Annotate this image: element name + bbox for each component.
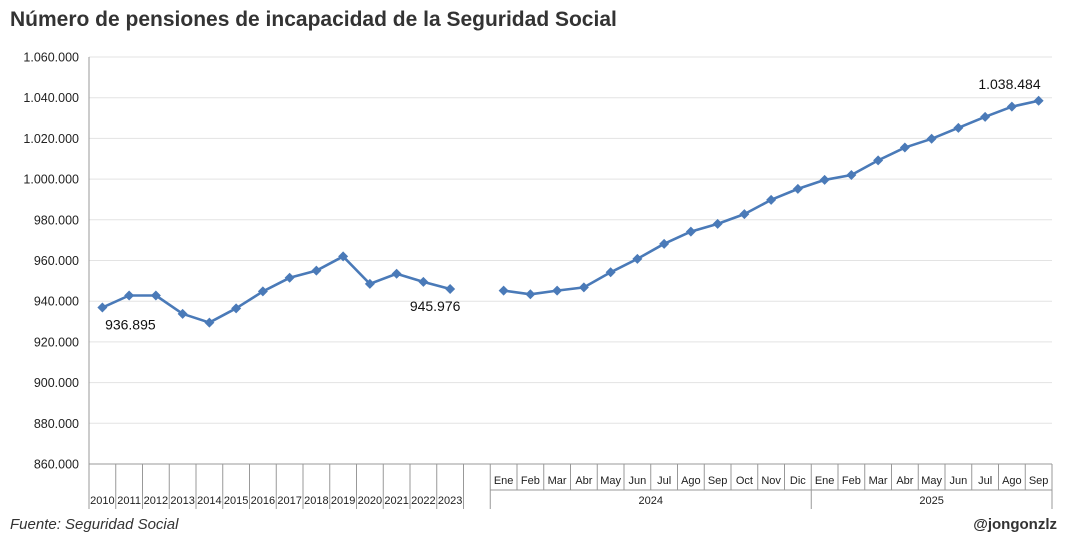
y-tick-label: 1.000.000 xyxy=(23,173,79,187)
data-point xyxy=(578,282,589,293)
y-tick-label: 980.000 xyxy=(34,213,79,227)
x-tick-label: Sep xyxy=(708,475,728,487)
x-tick-label: Dic xyxy=(790,475,806,487)
data-point xyxy=(284,272,295,283)
x-tick-label: 2020 xyxy=(358,495,382,507)
data-point xyxy=(766,194,777,205)
y-tick-label: 880.000 xyxy=(34,417,79,431)
data-point xyxy=(498,285,509,296)
y-tick-label: 920.000 xyxy=(34,335,79,349)
data-point xyxy=(204,317,215,328)
x-tick-label: Jun xyxy=(629,475,647,487)
author-credit: @jongonzlz xyxy=(973,516,1057,533)
data-point xyxy=(685,226,696,237)
data-point xyxy=(659,238,670,249)
series-line xyxy=(101,255,451,324)
data-label: 1.038.484 xyxy=(978,76,1040,92)
x-tick-label: Ago xyxy=(681,475,701,487)
x-tick-label: 2013 xyxy=(170,495,194,507)
y-tick-label: 960.000 xyxy=(34,254,79,268)
x-tick-label: 2019 xyxy=(331,495,355,507)
y-tick-label: 860.000 xyxy=(34,458,79,472)
x-tick-label: Sep xyxy=(1029,475,1049,487)
data-point xyxy=(257,286,268,297)
x-tick-label: Mar xyxy=(548,475,567,487)
x-tick-label: 2015 xyxy=(224,495,248,507)
data-point xyxy=(873,155,884,166)
data-point xyxy=(632,253,643,264)
x-tick-label: Ago xyxy=(1002,475,1022,487)
chart-title: Número de pensiones de incapacidad de la… xyxy=(10,8,617,31)
x-tick-label: Jul xyxy=(657,475,671,487)
x-tick-label: 2011 xyxy=(117,495,141,507)
x-tick-label: Feb xyxy=(521,475,540,487)
source-note: Fuente: Seguridad Social xyxy=(10,516,179,533)
data-point xyxy=(97,302,108,313)
x-tick-label: Ene xyxy=(494,475,514,487)
data-point xyxy=(739,209,750,220)
data-point xyxy=(150,290,161,301)
data-label: 945.976 xyxy=(410,298,461,314)
x-tick-label: 2016 xyxy=(251,495,275,507)
x-tick-label: Ene xyxy=(815,475,835,487)
x-tick-label: 2017 xyxy=(277,495,301,507)
x-tick-label: 2022 xyxy=(411,495,435,507)
data-point xyxy=(605,267,616,278)
x-tick-label: 2012 xyxy=(144,495,168,507)
x-tick-label: Abr xyxy=(575,475,592,487)
y-tick-label: 900.000 xyxy=(34,376,79,390)
data-point xyxy=(418,276,429,287)
data-point xyxy=(231,303,242,314)
x-tick-label: Abr xyxy=(896,475,913,487)
x-tick-label: 2014 xyxy=(197,495,221,507)
data-point xyxy=(364,278,375,289)
data-point xyxy=(525,289,536,300)
y-tick-label: 1.020.000 xyxy=(23,132,79,146)
data-point xyxy=(926,133,937,144)
data-point xyxy=(445,284,456,295)
x-tick-label: May xyxy=(600,475,621,487)
x-group-label: 2025 xyxy=(919,495,943,507)
data-point xyxy=(980,111,991,122)
data-point xyxy=(124,290,135,301)
x-tick-label: Mar xyxy=(869,475,888,487)
x-tick-label: Jul xyxy=(978,475,992,487)
data-point xyxy=(1006,101,1017,112)
data-point xyxy=(819,174,830,185)
x-tick-label: Feb xyxy=(842,475,861,487)
data-point xyxy=(953,122,964,133)
y-tick-label: 1.040.000 xyxy=(23,91,79,105)
data-point xyxy=(311,265,322,276)
data-point xyxy=(1033,95,1044,106)
data-point xyxy=(846,170,857,181)
x-tick-label: 2010 xyxy=(90,495,114,507)
x-group-label: 2024 xyxy=(639,495,663,507)
y-tick-label: 940.000 xyxy=(34,295,79,309)
data-point xyxy=(792,183,803,194)
data-label: 936.895 xyxy=(105,317,156,333)
x-tick-label: 2023 xyxy=(438,495,462,507)
data-point xyxy=(712,218,723,229)
x-tick-label: Nov xyxy=(761,475,781,487)
data-point xyxy=(338,251,349,262)
x-tick-label: 2021 xyxy=(384,495,408,507)
x-tick-label: Oct xyxy=(736,475,753,487)
data-point xyxy=(899,142,910,153)
y-tick-label: 1.060.000 xyxy=(23,51,79,65)
x-tick-label: May xyxy=(921,475,942,487)
data-point xyxy=(552,285,563,296)
x-tick-label: Jun xyxy=(950,475,968,487)
x-tick-label: 2018 xyxy=(304,495,328,507)
data-point xyxy=(177,308,188,319)
data-point xyxy=(391,268,402,279)
